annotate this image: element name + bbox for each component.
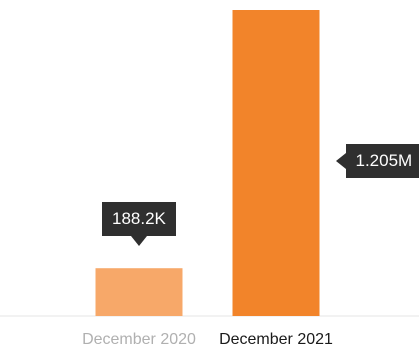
data-label-december-2021: 1.205M (335, 144, 419, 178)
data-label-value: 1.205M (355, 151, 413, 170)
tooltip-pointer (335, 153, 346, 169)
tooltip-pointer (130, 236, 147, 247)
bar-december-2021[interactable] (232, 10, 320, 316)
bar-december-2020[interactable] (95, 268, 183, 316)
data-label-value: 188.2K (112, 209, 166, 229)
data-label-december-2020: 188.2K (102, 202, 176, 247)
category-label-december-2020: December 2020 (82, 331, 196, 348)
category-label-december-2021: December 2021 (219, 331, 333, 348)
